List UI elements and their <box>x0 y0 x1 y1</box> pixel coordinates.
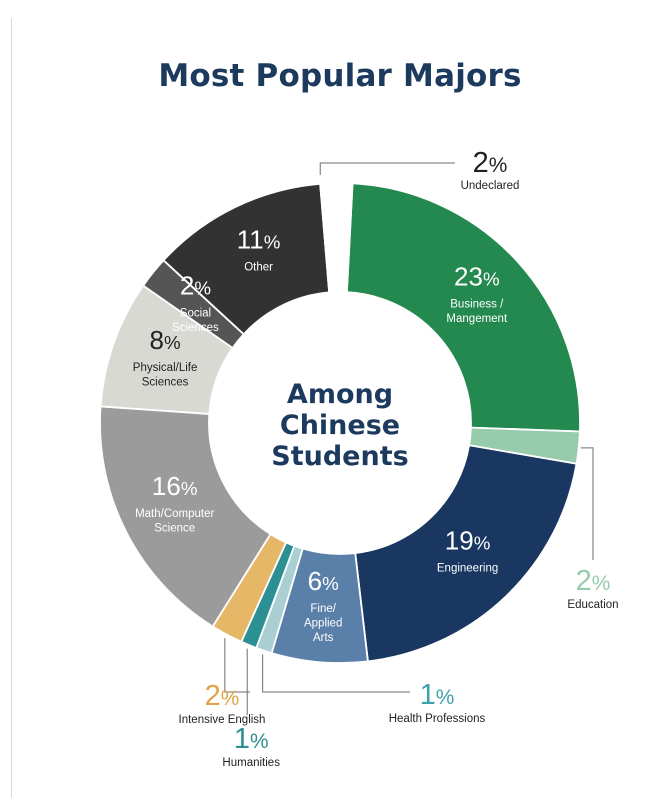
category-label: Science <box>154 523 195 535</box>
value-label: 1% <box>420 679 455 711</box>
label-intensive-english: 2% Intensive English <box>179 680 266 726</box>
slice-math-computer-science <box>99 405 272 628</box>
category-label: Social <box>180 308 211 320</box>
category-label: Arts <box>313 632 334 644</box>
center-label-line: Chinese <box>280 410 400 441</box>
category-label: Health Professions <box>389 713 486 725</box>
leader-line <box>580 447 594 560</box>
leader-line <box>262 654 410 693</box>
donut-hole <box>210 293 470 553</box>
category-label: Intensive English <box>179 714 266 726</box>
category-label: Mangement <box>446 313 508 325</box>
category-label: Engineering <box>437 563 498 575</box>
label-physical-life-sciences: 8% Physical/Life Sciences <box>133 325 198 389</box>
chart-title: Most Popular Majors <box>158 58 522 94</box>
value-label: 6% <box>308 566 339 596</box>
label-health-professions: 1% Health Professions <box>389 679 486 725</box>
donut-slices <box>99 182 581 664</box>
leader-line <box>224 638 250 693</box>
leader-line <box>319 162 455 176</box>
slice-undeclared <box>319 182 354 294</box>
value-label: 16% <box>152 471 198 501</box>
category-label: Physical/Life <box>133 362 198 374</box>
category-label: Humanities <box>222 757 280 769</box>
category-label: Sciences <box>172 322 219 334</box>
category-label: Business / <box>450 299 504 311</box>
value-label: 2% <box>473 147 508 179</box>
left-border-line <box>11 18 12 798</box>
slice-business-mangement <box>345 182 581 433</box>
category-label: Math/Computer <box>135 508 214 520</box>
category-label: Applied <box>304 617 342 629</box>
label-education: 2% Education <box>567 565 618 611</box>
label-undeclared: 2%Undeclared <box>461 147 520 192</box>
category-label: Sciences <box>142 377 189 389</box>
value-label: 23% <box>454 262 500 292</box>
center-label-line: Among <box>287 379 393 410</box>
category-label: Fine/ <box>310 603 336 615</box>
center-label: Among Chinese Students <box>271 379 408 472</box>
category-label: Undeclared <box>461 180 520 192</box>
label-humanities: 1% Humanities <box>222 723 280 769</box>
value-label: 2% <box>180 271 211 301</box>
slice-engineering <box>354 444 578 663</box>
category-label: Other <box>244 261 273 273</box>
center-label-line: Students <box>271 441 408 472</box>
value-label: 8% <box>150 325 181 355</box>
category-label: Education <box>567 599 618 611</box>
value-label: 19% <box>445 526 491 556</box>
label-social-sciences: 2% Social Sciences <box>172 271 219 335</box>
label-other: 11% Other <box>237 224 281 273</box>
label-engineering: 19% Engineering <box>437 526 498 575</box>
label-math-computer-science: 16% Math/Computer Science <box>135 471 214 534</box>
value-label: 2% <box>576 565 611 597</box>
value-label: 11% <box>237 224 281 254</box>
value-label: 1% <box>234 723 269 755</box>
label-business-mangement: 23% Business / Mangement <box>446 262 508 326</box>
value-label: 2% <box>205 680 240 712</box>
label-fine-applied-arts: 6% Fine/Applied Arts <box>304 566 342 644</box>
